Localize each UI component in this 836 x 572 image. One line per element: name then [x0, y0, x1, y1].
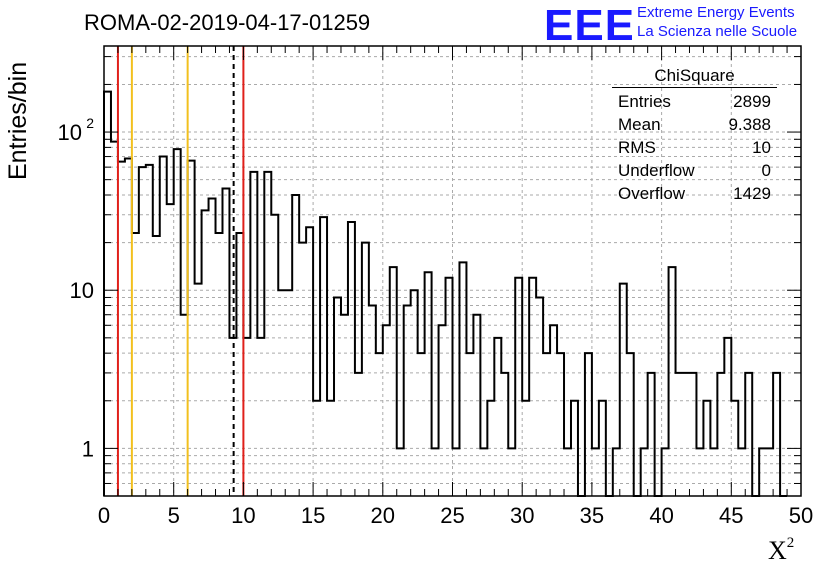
x-axis-label-main: X: [768, 536, 787, 565]
y-tick-label: 1: [82, 436, 94, 461]
x-tick-label: 10: [231, 503, 255, 528]
logo-line-2: La Scienza nelle Scuole: [637, 23, 798, 40]
stats-value: 9.388: [728, 115, 771, 134]
x-tick-label: 25: [440, 503, 464, 528]
y-tick-exponent: 2: [86, 115, 94, 131]
stats-label: Overflow: [618, 184, 686, 203]
stats-value: 0: [761, 161, 771, 180]
eee-logo-caption: Extreme Energy Events La Scienza nelle S…: [637, 3, 797, 41]
stats-value: 1429: [733, 184, 771, 203]
stats-label: Entries: [618, 92, 671, 111]
x-tick-label: 50: [789, 503, 813, 528]
x-axis-label: X2: [768, 535, 794, 566]
x-axis-label-superscript: 2: [786, 535, 795, 551]
stats-value: 2899: [733, 92, 771, 111]
chart-title: ROMA-02-2019-04-17-01259: [84, 10, 371, 35]
stats-row-overflow: Overflow 1429: [612, 182, 777, 205]
stats-value: 10: [752, 138, 771, 157]
x-tick-label: 30: [510, 503, 534, 528]
stats-row-mean: Mean 9.388: [612, 113, 777, 136]
stats-box: ChiSquare Entries 2899 Mean 9.388 RMS 10…: [612, 66, 777, 205]
stats-label: RMS: [618, 138, 656, 157]
logo-line-1: Extreme Energy Events: [637, 4, 795, 21]
stats-row-rms: RMS 10: [612, 136, 777, 159]
x-tick-label: 20: [371, 503, 395, 528]
x-tick-label: 0: [98, 503, 110, 528]
y-tick-label: 10: [70, 278, 94, 303]
stats-label: Underflow: [618, 161, 695, 180]
x-tick-label: 5: [168, 503, 180, 528]
stats-label: Mean: [618, 115, 661, 134]
y-axis-label: Entries/bin: [4, 61, 32, 180]
stats-row-entries: Entries 2899: [612, 90, 777, 113]
x-tick-label: 40: [649, 503, 673, 528]
histogram: [103, 90, 788, 497]
stats-title: ChiSquare: [612, 66, 777, 88]
histogram-outline: [103, 90, 788, 497]
eee-logo-text: EEE: [544, 2, 632, 46]
stats-row-underflow: Underflow 0: [612, 159, 777, 182]
x-tick-label: 45: [719, 503, 743, 528]
cut-lines: [116, 46, 245, 496]
x-tick-label: 15: [301, 503, 325, 528]
x-tick-label: 35: [580, 503, 604, 528]
eee-logo: EEE: [544, 2, 632, 46]
y-tick-label: 10: [58, 120, 82, 145]
